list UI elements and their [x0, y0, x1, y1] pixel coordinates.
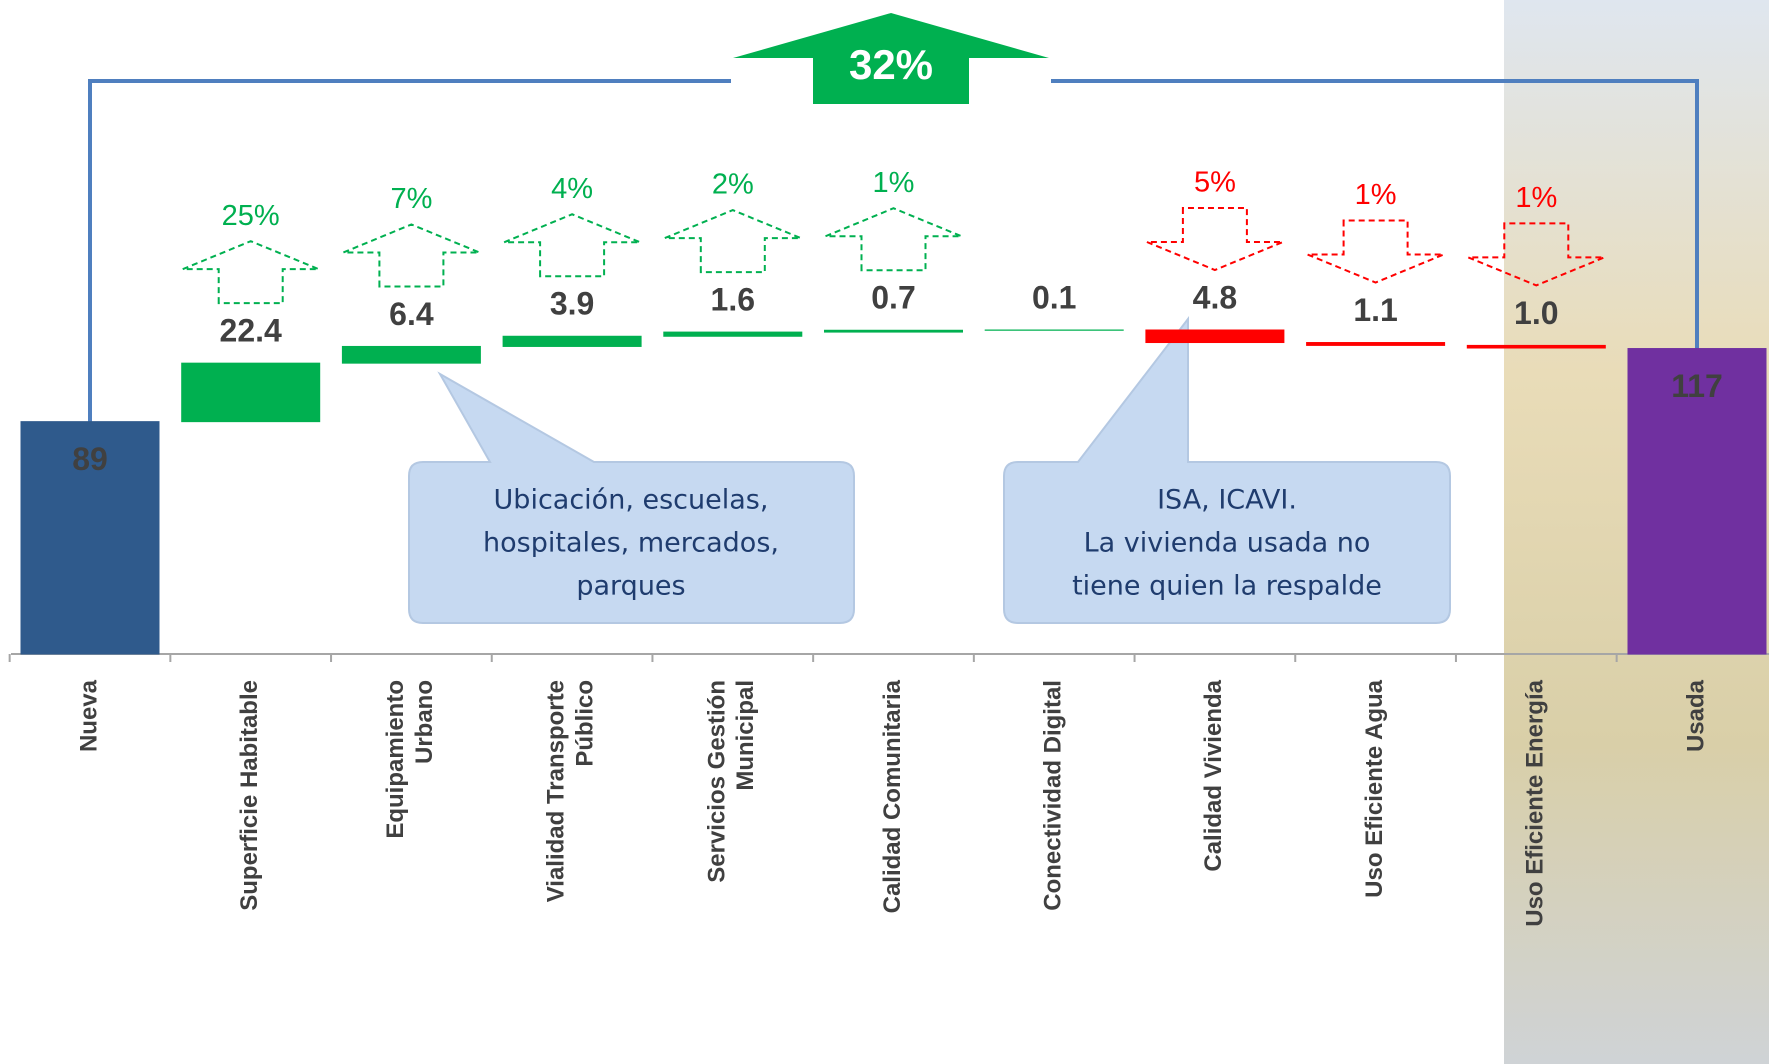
bar: [502, 335, 642, 347]
bar: [20, 421, 160, 655]
x-tick-label: Calidad Vivienda: [1200, 679, 1227, 871]
change-label: 1%: [873, 167, 915, 199]
callout-text: tiene quien la respalde: [1072, 571, 1382, 602]
x-tick-label: Superficie Habitable: [236, 680, 263, 911]
value-label: 0.7: [871, 280, 915, 316]
change-arrow: [503, 213, 641, 278]
x-tick-label: Calidad Comunitaria: [879, 679, 906, 913]
callout-text: Ubicación, escuelas,: [494, 485, 769, 516]
change-label: 2%: [712, 169, 754, 201]
value-label: 89: [72, 441, 108, 477]
change-arrow: [1307, 219, 1444, 284]
change-arrow: [1467, 222, 1605, 287]
value-label: 4.8: [1193, 279, 1237, 315]
callout: [1003, 316, 1451, 624]
value-label: 3.9: [550, 286, 594, 322]
change-arrow: [1146, 207, 1284, 272]
bar: [824, 329, 963, 333]
total-change-label: 32%: [849, 41, 933, 88]
bar: [341, 345, 481, 364]
total-arrow: [733, 13, 1049, 104]
x-tick-label: Uso Eficiente Agua: [1361, 679, 1388, 897]
change-label: 4%: [551, 173, 593, 205]
x-tick-label: Conectividad Digital: [1040, 680, 1067, 911]
x-tick-label: Uso Eficiente Energía: [1522, 679, 1549, 926]
change-arrow: [343, 223, 480, 288]
change-arrow: [664, 209, 802, 274]
change-label: 5%: [1194, 167, 1236, 199]
x-tick-label: Usada: [1682, 679, 1709, 752]
x-tick-label: Nueva: [75, 679, 102, 752]
change-label: 25%: [222, 200, 280, 232]
callout-text: ISA, ICAVI.: [1157, 485, 1297, 516]
x-tick-label: EquipamientoUrbano: [382, 680, 438, 839]
bracket-line: [88, 79, 731, 422]
callout: [408, 371, 855, 624]
total-bracket: [88, 79, 1699, 422]
x-tick-label: Servicios GestiónMunicipal: [704, 680, 760, 883]
callout-text: La vivienda usada no: [1084, 528, 1371, 559]
bar: [1466, 344, 1606, 349]
callout-box: [408, 371, 855, 624]
change-label: 1%: [1355, 179, 1397, 211]
value-label: 0.1: [1032, 279, 1076, 315]
bar: [1306, 342, 1446, 346]
value-label: 1.1: [1353, 292, 1397, 328]
value-label: 1.6: [711, 282, 755, 318]
value-label: 6.4: [389, 296, 434, 332]
bar: [1145, 329, 1285, 344]
change-label: 1%: [1515, 182, 1557, 214]
callout-text: hospitales, mercados,: [483, 528, 779, 559]
bar: [663, 331, 803, 337]
value-label: 117: [1671, 368, 1723, 404]
value-label: 22.4: [220, 313, 282, 349]
callout-box: [1003, 316, 1451, 624]
bar: [181, 362, 321, 423]
callout-text: parques: [576, 571, 685, 602]
change-arrow: [825, 207, 962, 272]
value-label: 1.0: [1514, 295, 1558, 331]
bracket-line: [1051, 79, 1699, 349]
change-arrow: [182, 240, 320, 305]
x-tick-label: Vialidad TransportePúblico: [543, 680, 599, 902]
change-label: 7%: [390, 183, 432, 215]
bar: [1627, 348, 1767, 655]
